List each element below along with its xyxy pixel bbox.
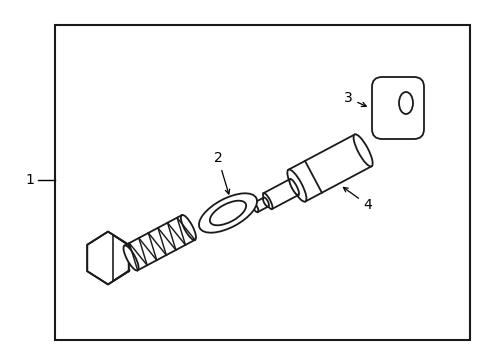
Ellipse shape (287, 170, 306, 202)
Ellipse shape (263, 198, 268, 207)
Text: 1: 1 (25, 173, 34, 187)
Polygon shape (263, 179, 298, 209)
Polygon shape (87, 231, 128, 284)
Ellipse shape (252, 203, 258, 212)
Text: 4: 4 (343, 188, 372, 212)
Text: 2: 2 (213, 151, 229, 194)
Ellipse shape (181, 215, 196, 240)
Bar (55, 25, 469, 340)
Ellipse shape (353, 134, 372, 166)
Ellipse shape (289, 179, 298, 195)
FancyBboxPatch shape (371, 77, 423, 139)
Ellipse shape (199, 193, 257, 233)
Ellipse shape (398, 92, 412, 114)
Polygon shape (124, 215, 195, 270)
Polygon shape (252, 198, 268, 212)
Ellipse shape (263, 193, 272, 209)
Text: 3: 3 (343, 91, 366, 107)
Polygon shape (288, 135, 371, 202)
Ellipse shape (209, 201, 245, 225)
Ellipse shape (123, 246, 138, 270)
